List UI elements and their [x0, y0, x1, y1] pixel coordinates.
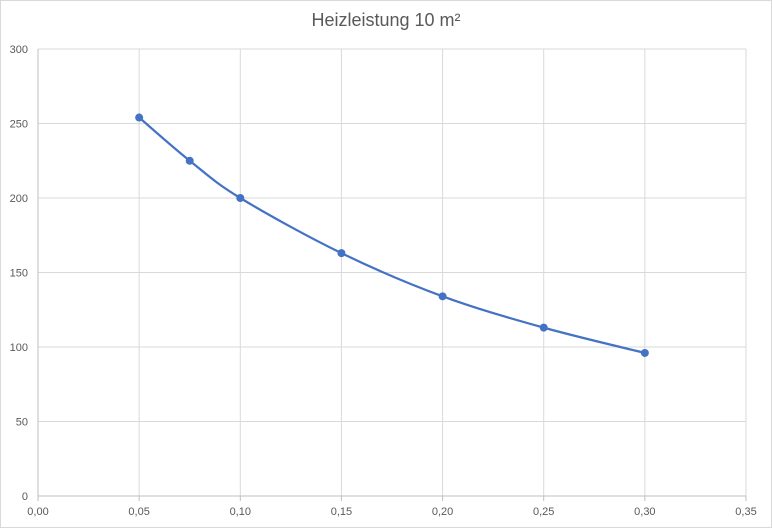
y-tick-label: 50	[16, 417, 28, 429]
axes	[37, 49, 747, 501]
data-point	[236, 194, 245, 202]
x-tick-label: 0,10	[230, 506, 251, 518]
data-point	[337, 249, 346, 258]
data-point	[640, 348, 649, 357]
data-point	[539, 323, 548, 332]
grid-lines	[38, 48, 747, 496]
data-point	[135, 113, 144, 122]
data-point	[185, 156, 194, 165]
x-tick-label: 0,00	[27, 506, 48, 518]
x-tick-label: 0,25	[533, 506, 554, 518]
y-tick-label: 150	[10, 268, 28, 280]
y-tick-label: 300	[10, 44, 28, 56]
x-tick-label: 0,20	[432, 506, 453, 518]
x-tick-label: 0,05	[128, 506, 149, 518]
x-tick-label: 0,15	[331, 506, 352, 518]
x-axis-tick-labels: 0,00 0,05 0,10 0,15 0,20 0,25 0,30 0,35	[27, 506, 756, 518]
data-point	[438, 292, 447, 301]
y-tick-label: 200	[10, 193, 28, 205]
series-group	[135, 113, 649, 357]
chart-title: Heizleistung 10 m²	[311, 10, 461, 30]
x-tick-label: 0,35	[735, 506, 756, 518]
y-tick-label: 0	[22, 491, 28, 503]
series-line	[138, 116, 646, 355]
y-tick-label: 250	[10, 119, 28, 131]
y-axis-tick-labels: 0 50 100 150 200 250 300	[10, 44, 28, 503]
y-tick-label: 100	[10, 342, 28, 354]
x-tick-label: 0,30	[634, 506, 655, 518]
